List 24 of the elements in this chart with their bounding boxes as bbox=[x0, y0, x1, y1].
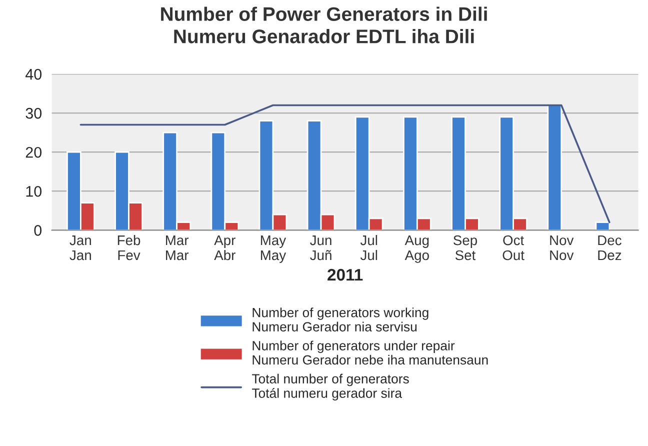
x-tick-label: Jan Jan bbox=[70, 236, 91, 260]
x-tick-label: Nov Nov bbox=[550, 236, 574, 260]
x-tick-label: Dec Dez bbox=[598, 236, 622, 260]
legend-label: Number of generators working Numeru Gerador nia servisu bbox=[252, 308, 428, 332]
bar bbox=[547, 104, 562, 230]
legend-label: Number of generators under repair Numeru Gerador nebe iha manutensaun bbox=[252, 340, 488, 365]
x-tick-label: Sep Set bbox=[454, 235, 478, 260]
x-tick-label: Oct Out bbox=[502, 235, 524, 260]
y-tick-label: 0 bbox=[34, 225, 42, 236]
x-tick-label: Apr Abr bbox=[214, 236, 236, 260]
y-tick-label: 10 bbox=[26, 186, 42, 197]
x-axis-title: 2011 bbox=[328, 268, 363, 281]
x-tick-label: Jul Jul bbox=[360, 234, 378, 260]
x-tick-label: Aug Ago bbox=[404, 236, 429, 263]
bar bbox=[595, 222, 610, 230]
y-tick-label: 40 bbox=[25, 68, 42, 80]
chart-title: Number of Power Generators in Dili Numeru Genarador EDTL iha Dili bbox=[161, 6, 487, 44]
x-tick-label: Mar Mar bbox=[166, 236, 189, 260]
legend-label: Total number of generators Totál numeru gerador sira bbox=[252, 374, 409, 400]
x-tick-label: Jun Juñ bbox=[310, 236, 332, 260]
y-tick-label: 20 bbox=[26, 146, 42, 158]
y-tick-label: 30 bbox=[26, 108, 42, 119]
x-tick-label: May May bbox=[260, 236, 286, 263]
x-tick-label: Feb Fev bbox=[118, 234, 140, 260]
